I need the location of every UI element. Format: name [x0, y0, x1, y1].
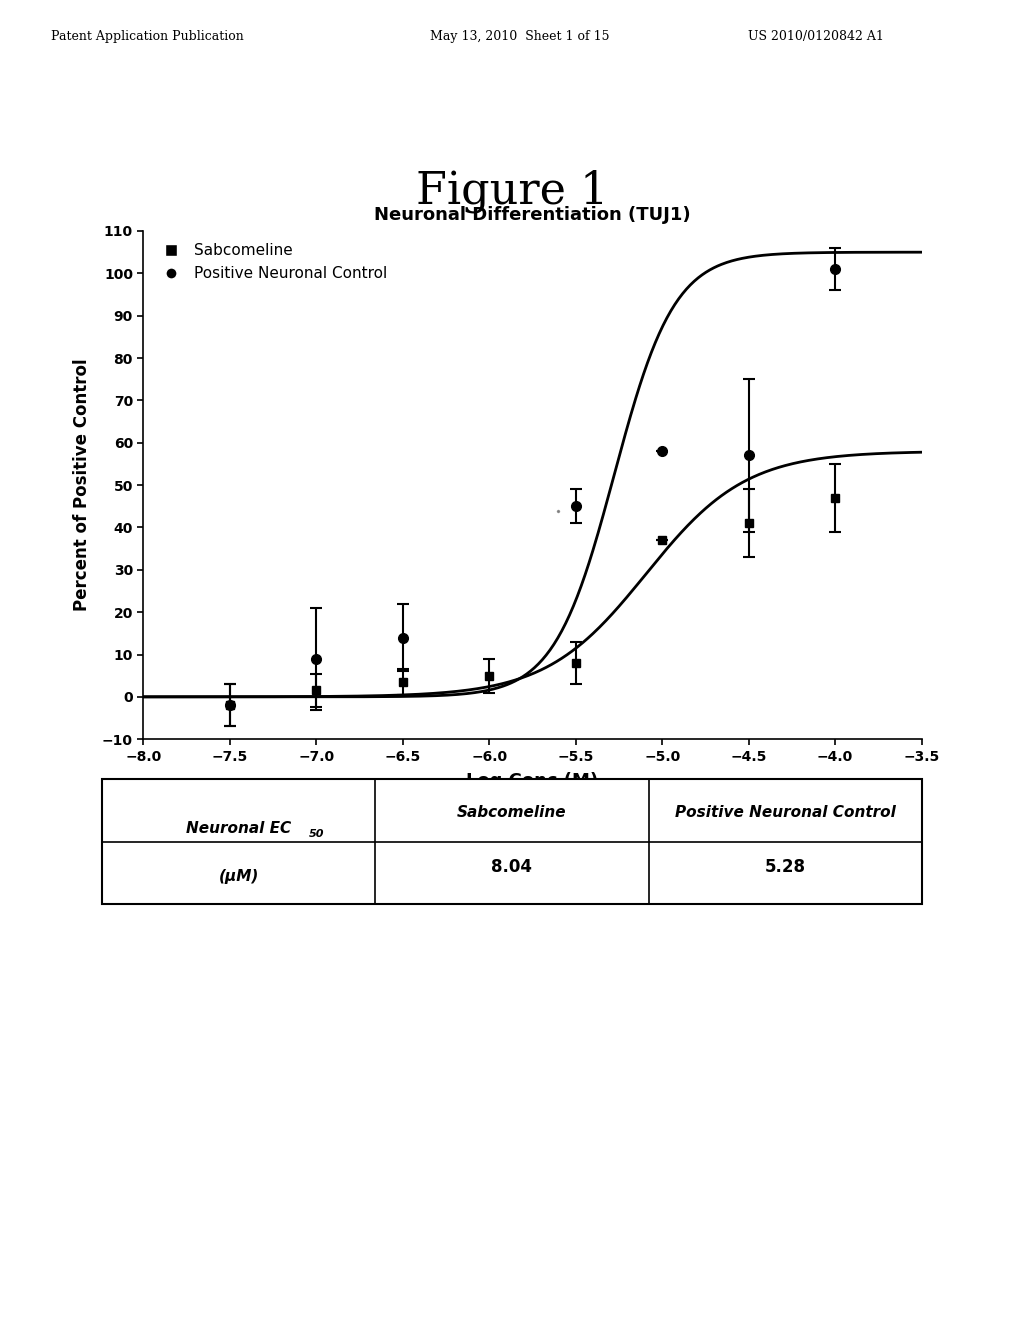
Y-axis label: Percent of Positive Control: Percent of Positive Control: [73, 359, 91, 611]
Text: Neuronal EC: Neuronal EC: [186, 821, 292, 837]
Text: Figure 1: Figure 1: [416, 170, 608, 213]
Title: Neuronal Differentiation (TUJ1): Neuronal Differentiation (TUJ1): [374, 206, 691, 224]
Text: 5.28: 5.28: [765, 858, 806, 875]
Text: Patent Application Publication: Patent Application Publication: [51, 30, 244, 44]
Text: US 2010/0120842 A1: US 2010/0120842 A1: [748, 30, 884, 44]
X-axis label: Log Conc (M): Log Conc (M): [466, 772, 599, 789]
Text: (μM): (μM): [219, 869, 259, 884]
Legend: Sabcomeline, Positive Neuronal Control: Sabcomeline, Positive Neuronal Control: [151, 239, 391, 285]
Text: Positive Neuronal Control: Positive Neuronal Control: [675, 805, 896, 820]
Text: May 13, 2010  Sheet 1 of 15: May 13, 2010 Sheet 1 of 15: [430, 30, 609, 44]
Text: Sabcomeline: Sabcomeline: [457, 805, 567, 820]
Text: 8.04: 8.04: [492, 858, 532, 875]
Text: 50: 50: [308, 829, 324, 840]
